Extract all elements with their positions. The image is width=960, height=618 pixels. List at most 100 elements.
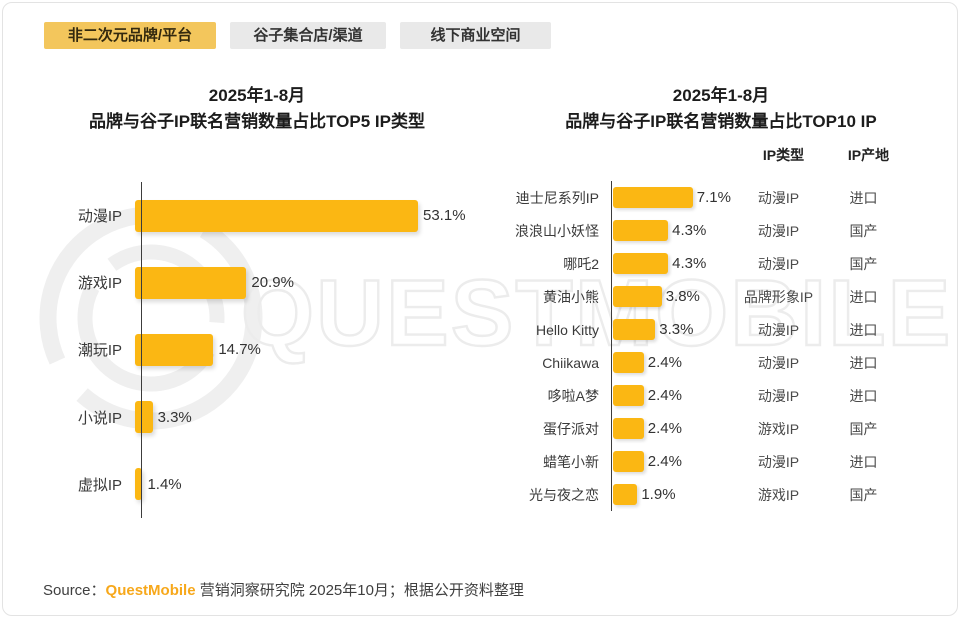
tab-offline-commercial-space[interactable]: 线下商业空间 bbox=[400, 22, 551, 49]
left-bar-wrap: 53.1% bbox=[133, 199, 473, 232]
right-chart-title-line1: 2025年1-8月 bbox=[672, 86, 770, 105]
left-value-label: 1.4% bbox=[147, 475, 182, 493]
left-bar-row: 游戏IP 20.9% bbox=[41, 249, 473, 316]
left-bar-row: 动漫IP 53.1% bbox=[41, 182, 473, 249]
right-chart-title-line2: 品牌与谷子IP联名营销数量占比TOP10 IP bbox=[565, 112, 877, 131]
right-ip-name-label: 哪吒2 bbox=[563, 255, 599, 272]
right-ip-name-label: 浪浪山小妖怪 bbox=[515, 222, 599, 239]
right-ip-type-cell: 动漫IP bbox=[757, 189, 800, 206]
right-bar-row: Hello Kitty 3.3% 动漫IP 进口 bbox=[456, 313, 926, 346]
right-bar-wrap: 2.4% bbox=[606, 451, 731, 472]
right-chart-title: 2025年1-8月 品牌与谷子IP联名营销数量占比TOP10 IP bbox=[456, 83, 926, 135]
left-chart-title-line1: 2025年1-8月 bbox=[208, 86, 306, 105]
tab-guzi-store-channel[interactable]: 谷子集合店/渠道 bbox=[230, 22, 386, 49]
left-bar bbox=[135, 266, 247, 299]
tab-bar: 非二次元品牌/平台 谷子集合店/渠道 线下商业空间 bbox=[44, 22, 551, 49]
right-bar-wrap: 4.3% bbox=[606, 253, 731, 274]
right-ip-type-cell: 游戏IP bbox=[757, 486, 800, 503]
tab-non-acg-brand-platform[interactable]: 非二次元品牌/平台 bbox=[44, 22, 216, 49]
right-bar-row: 光与夜之恋 1.9% 游戏IP 国产 bbox=[456, 478, 926, 511]
right-bar-wrap: 4.3% bbox=[606, 220, 731, 241]
header-spacer bbox=[456, 145, 736, 165]
right-bar-row: 蛋仔派对 2.4% 游戏IP 国产 bbox=[456, 412, 926, 445]
right-value-label: 1.9% bbox=[641, 486, 676, 503]
left-chart-title-line2: 品牌与谷子IP联名营销数量占比TOP5 IP类型 bbox=[89, 112, 425, 131]
right-value-label: 7.1% bbox=[696, 189, 731, 206]
right-bar-wrap: 7.1% bbox=[606, 187, 731, 208]
right-chart-rows: 迪士尼系列IP 7.1% 动漫IP 进口 浪浪山小妖怪 4.3% 动漫IP 国产 哪吒2 4.3%… bbox=[456, 181, 926, 511]
left-value-label: 14.7% bbox=[218, 341, 261, 359]
right-bar-row: 蜡笔小新 2.4% 动漫IP 进口 bbox=[456, 445, 926, 478]
source-rest: 营销洞察研究院 2025年10月；根据公开资料整理 bbox=[195, 582, 524, 599]
right-bar-row: 浪浪山小妖怪 4.3% 动漫IP 国产 bbox=[456, 214, 926, 247]
right-ip-type-cell: 品牌形象IP bbox=[743, 288, 814, 305]
right-ip-type-cell: 动漫IP bbox=[757, 354, 800, 371]
left-bar bbox=[135, 199, 418, 232]
right-ip-name-label: 哆啦A梦 bbox=[547, 387, 599, 404]
right-ip-type-cell: 动漫IP bbox=[757, 387, 800, 404]
column-header-ip-type: IP类型 bbox=[762, 147, 805, 163]
chart-top5-ip-type: 2025年1-8月 品牌与谷子IP联名营销数量占比TOP5 IP类型 动漫IP 5… bbox=[41, 83, 473, 518]
right-ip-origin-cell: 国产 bbox=[849, 420, 878, 437]
left-value-label: 53.1% bbox=[423, 207, 466, 225]
left-chart-rows: 动漫IP 53.1% 游戏IP 20.9% 潮玩IP 14.7% 小说IP 3.3% 虚拟IP 1… bbox=[41, 182, 473, 518]
right-ip-origin-cell: 进口 bbox=[849, 453, 878, 470]
right-value-label: 4.3% bbox=[672, 255, 707, 272]
left-category-label: 动漫IP bbox=[77, 208, 122, 226]
right-ip-name-label: Chiikawa bbox=[542, 354, 599, 371]
left-category-label: 小说IP bbox=[77, 409, 122, 427]
right-bar bbox=[613, 319, 656, 340]
left-value-label: 20.9% bbox=[251, 274, 294, 292]
right-value-label: 2.4% bbox=[647, 420, 682, 437]
left-bar-row: 小说IP 3.3% bbox=[41, 384, 473, 451]
right-bar-wrap: 3.8% bbox=[606, 286, 731, 307]
right-ip-name-label: 蛋仔派对 bbox=[543, 420, 599, 437]
right-ip-name-label: Hello Kitty bbox=[535, 321, 599, 338]
source-prefix: Source： bbox=[43, 582, 106, 599]
right-bar bbox=[613, 187, 693, 208]
right-bar bbox=[613, 484, 638, 505]
right-ip-origin-cell: 国产 bbox=[849, 486, 878, 503]
right-value-label: 2.4% bbox=[647, 387, 682, 404]
right-bar-wrap: 3.3% bbox=[606, 319, 731, 340]
column-header-ip-origin: IP产地 bbox=[847, 147, 890, 163]
left-bar-wrap: 20.9% bbox=[133, 266, 473, 299]
left-bar bbox=[135, 333, 214, 366]
right-ip-origin-cell: 国产 bbox=[849, 222, 878, 239]
right-ip-name-label: 蜡笔小新 bbox=[543, 453, 599, 470]
right-bar-row: 迪士尼系列IP 7.1% 动漫IP 进口 bbox=[456, 181, 926, 214]
right-value-label: 3.8% bbox=[665, 288, 700, 305]
right-bar bbox=[613, 286, 662, 307]
right-bar-wrap: 2.4% bbox=[606, 385, 731, 406]
right-bar-wrap: 1.9% bbox=[606, 484, 731, 505]
right-bar bbox=[613, 253, 669, 274]
right-bar bbox=[613, 451, 644, 472]
left-chart-plot-area: 动漫IP 53.1% 游戏IP 20.9% 潮玩IP 14.7% 小说IP 3.3% 虚拟IP 1… bbox=[41, 182, 473, 518]
right-ip-origin-cell: 进口 bbox=[849, 387, 878, 404]
left-chart-axis-line bbox=[141, 182, 142, 518]
left-chart-title: 2025年1-8月 品牌与谷子IP联名营销数量占比TOP5 IP类型 bbox=[41, 83, 473, 135]
right-ip-type-cell: 动漫IP bbox=[757, 453, 800, 470]
right-chart-column-headers: IP类型 IP产地 bbox=[456, 145, 926, 165]
right-value-label: 2.4% bbox=[647, 453, 682, 470]
left-bar-wrap: 3.3% bbox=[133, 401, 473, 434]
right-ip-origin-cell: 进口 bbox=[849, 321, 878, 338]
right-bar-row: 黄油小熊 3.8% 品牌形象IP 进口 bbox=[456, 280, 926, 313]
left-bar-wrap: 1.4% bbox=[133, 468, 473, 501]
right-chart-plot-area: 迪士尼系列IP 7.1% 动漫IP 进口 浪浪山小妖怪 4.3% 动漫IP 国产 哪吒2 4.3%… bbox=[456, 181, 926, 511]
right-value-label: 3.3% bbox=[659, 321, 694, 338]
right-value-label: 4.3% bbox=[672, 222, 707, 239]
right-bar-row: Chiikawa 2.4% 动漫IP 进口 bbox=[456, 346, 926, 379]
right-bar bbox=[613, 385, 644, 406]
right-bar bbox=[613, 418, 644, 439]
right-ip-origin-cell: 进口 bbox=[849, 354, 878, 371]
right-ip-name-label: 迪士尼系列IP bbox=[515, 189, 599, 206]
left-category-label: 虚拟IP bbox=[77, 476, 122, 494]
right-bar bbox=[613, 352, 644, 373]
right-ip-type-cell: 动漫IP bbox=[757, 255, 800, 272]
left-value-label: 3.3% bbox=[157, 408, 192, 426]
right-ip-type-cell: 动漫IP bbox=[757, 321, 800, 338]
left-category-label: 潮玩IP bbox=[77, 342, 122, 360]
right-ip-origin-cell: 国产 bbox=[849, 255, 878, 272]
